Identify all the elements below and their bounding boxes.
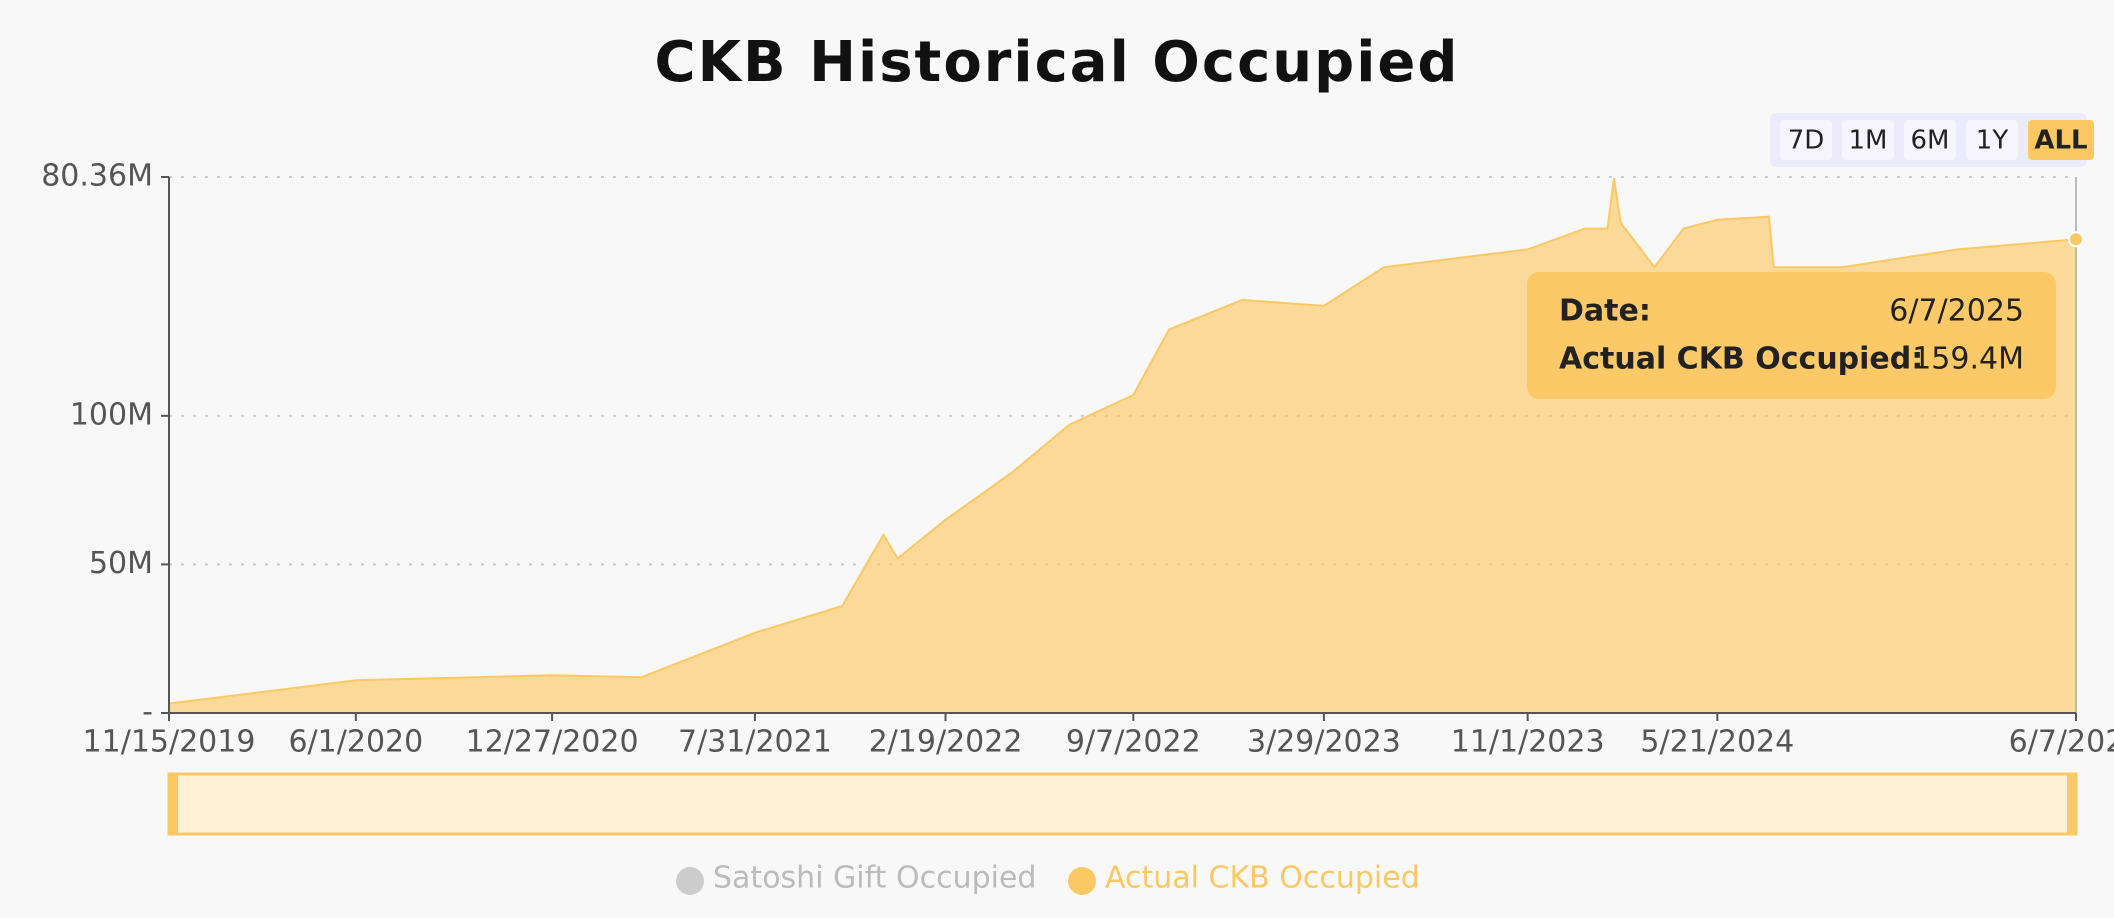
- tooltip-label: Actual CKB Occupied:: [1559, 342, 1923, 377]
- zoom-handle[interactable]: [169, 774, 178, 834]
- range-button-label[interactable]: ALL: [2034, 126, 2087, 156]
- chart-title: CKB Historical Occupied: [654, 30, 1459, 95]
- range-button-label[interactable]: 1M: [1849, 126, 1888, 156]
- x-tick-label: 6/1/2020: [288, 725, 423, 760]
- x-tick-label: 3/29/2023: [1247, 725, 1401, 760]
- tooltip-value: 6/7/2025: [1889, 294, 2024, 329]
- range-button-label[interactable]: 1Y: [1976, 126, 2009, 156]
- data-zoom[interactable]: [167, 772, 2078, 836]
- range-button-label[interactable]: 6M: [1911, 126, 1950, 156]
- y-tick-label: 100M: [70, 397, 153, 432]
- legend-label[interactable]: Satoshi Gift Occupied: [713, 861, 1036, 896]
- legend-marker[interactable]: [676, 867, 704, 895]
- x-tick-label: 6/7/2025: [2009, 725, 2114, 760]
- x-tick-label: 12/27/2020: [466, 725, 639, 760]
- hover-point: [2068, 231, 2084, 248]
- x-tick-label: 2/19/2022: [869, 725, 1023, 760]
- y-tick-label: 80.36M: [41, 159, 153, 194]
- range-button[interactable]: [1842, 120, 1894, 160]
- range-button-label[interactable]: 7D: [1788, 126, 1825, 156]
- range-button[interactable]: [2028, 120, 2094, 160]
- x-tick-label: 5/21/2024: [1640, 725, 1794, 760]
- x-tick-label: 11/1/2023: [1451, 725, 1605, 760]
- y-tick-label: 50M: [89, 546, 153, 581]
- tooltip: [1527, 272, 2056, 399]
- area: [168, 177, 2077, 714]
- legend-label[interactable]: Actual CKB Occupied: [1105, 861, 1420, 896]
- tooltip-label: Date:: [1559, 294, 1651, 329]
- zoom-handle[interactable]: [2067, 774, 2076, 834]
- range-button[interactable]: [1904, 120, 1956, 160]
- tooltip-value: 159.4M: [1912, 342, 2024, 377]
- x-tick-label: 9/7/2022: [1066, 725, 1201, 760]
- legend-marker[interactable]: [1068, 867, 1096, 895]
- y-tick-label: -: [142, 695, 153, 730]
- range-button[interactable]: [1966, 120, 2018, 160]
- x-tick-label: 11/15/2019: [83, 725, 256, 760]
- range-button[interactable]: [1780, 120, 1832, 160]
- x-tick-label: 7/31/2021: [678, 725, 832, 760]
